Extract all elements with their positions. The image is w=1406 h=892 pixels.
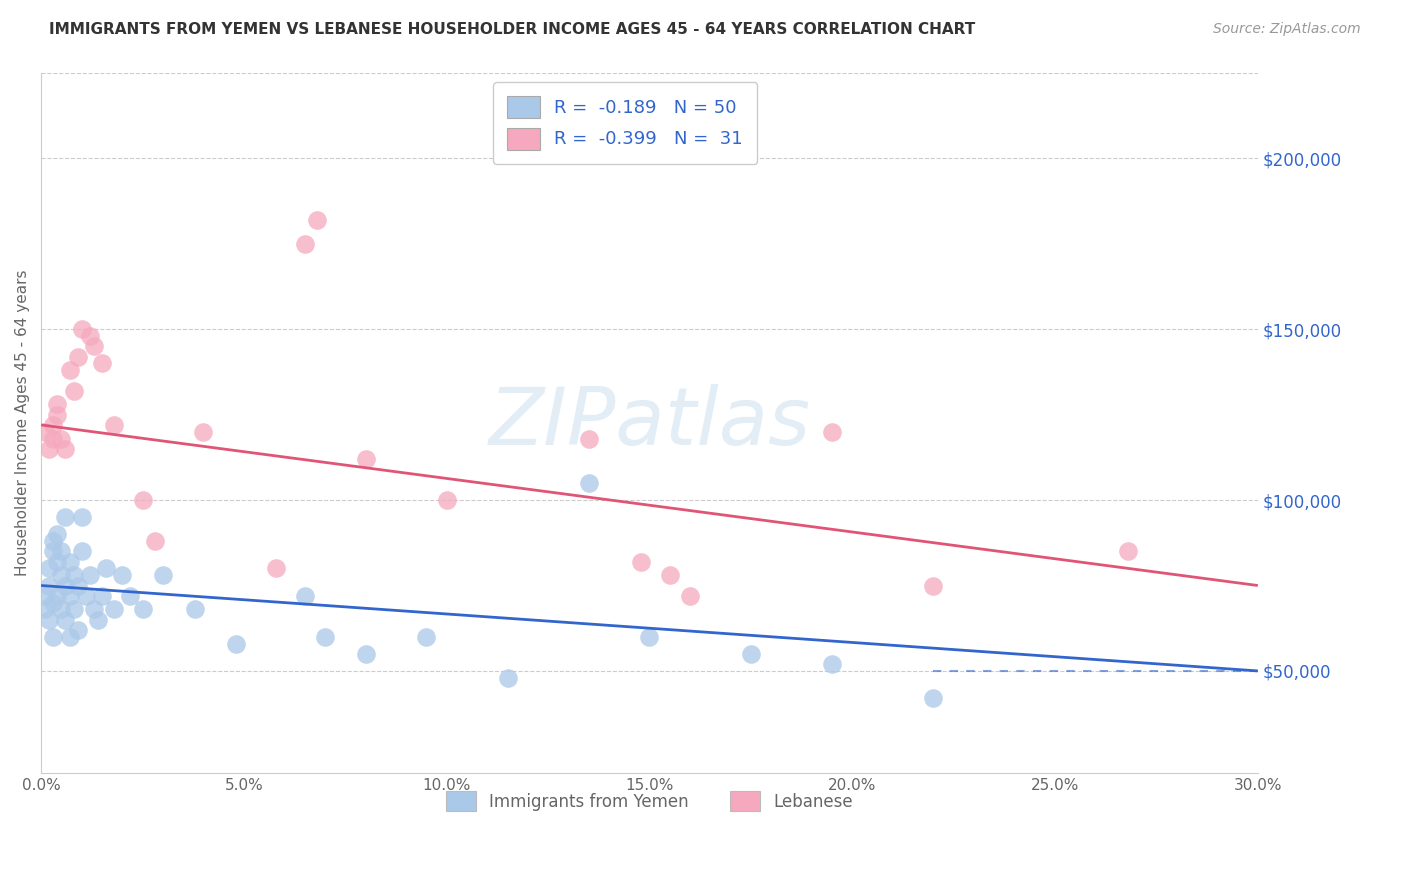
- Point: [225, 637, 247, 651]
- Point: [305, 213, 328, 227]
- Point: [46, 527, 69, 541]
- Point: [193, 425, 215, 439]
- Point: [38, 578, 60, 592]
- Text: ZIPatlas: ZIPatlas: [488, 384, 810, 462]
- Point: [55, 613, 77, 627]
- Point: [55, 578, 77, 592]
- Point: [51, 568, 73, 582]
- Point: [354, 452, 377, 467]
- Point: [266, 561, 288, 575]
- Point: [294, 589, 316, 603]
- Point: [55, 510, 77, 524]
- Point: [143, 534, 166, 549]
- Point: [578, 432, 600, 446]
- Point: [66, 578, 89, 592]
- Point: [111, 568, 134, 582]
- Point: [75, 589, 97, 603]
- Point: [42, 417, 65, 432]
- Point: [42, 534, 65, 549]
- Point: [51, 602, 73, 616]
- Point: [496, 671, 519, 685]
- Point: [679, 589, 702, 603]
- Point: [415, 630, 437, 644]
- Text: IMMIGRANTS FROM YEMEN VS LEBANESE HOUSEHOLDER INCOME AGES 45 - 64 YEARS CORRELAT: IMMIGRANTS FROM YEMEN VS LEBANESE HOUSEH…: [49, 22, 976, 37]
- Point: [70, 510, 93, 524]
- Point: [103, 602, 125, 616]
- Point: [91, 589, 114, 603]
- Point: [38, 561, 60, 575]
- Point: [58, 363, 80, 377]
- Point: [103, 417, 125, 432]
- Point: [46, 589, 69, 603]
- Point: [58, 589, 80, 603]
- Y-axis label: Householder Income Ages 45 - 64 years: Householder Income Ages 45 - 64 years: [15, 270, 30, 576]
- Point: [821, 657, 844, 671]
- Point: [638, 630, 661, 644]
- Point: [152, 568, 174, 582]
- Point: [922, 578, 945, 592]
- Point: [79, 329, 101, 343]
- Point: [62, 384, 84, 398]
- Point: [630, 555, 652, 569]
- Point: [51, 432, 73, 446]
- Point: [42, 544, 65, 558]
- Text: Source: ZipAtlas.com: Source: ZipAtlas.com: [1213, 22, 1361, 37]
- Legend: Immigrants from Yemen, Lebanese: Immigrants from Yemen, Lebanese: [432, 778, 866, 824]
- Point: [922, 691, 945, 706]
- Point: [314, 630, 336, 644]
- Point: [578, 475, 600, 490]
- Point: [38, 442, 60, 456]
- Point: [821, 425, 844, 439]
- Point: [46, 397, 69, 411]
- Point: [658, 568, 681, 582]
- Point: [436, 493, 458, 508]
- Point: [91, 356, 114, 370]
- Point: [66, 623, 89, 637]
- Point: [58, 630, 80, 644]
- Point: [62, 602, 84, 616]
- Point: [184, 602, 207, 616]
- Point: [131, 493, 153, 508]
- Point: [131, 602, 153, 616]
- Point: [42, 596, 65, 610]
- Point: [1116, 544, 1139, 558]
- Point: [51, 544, 73, 558]
- Point: [83, 602, 105, 616]
- Point: [58, 555, 80, 569]
- Point: [94, 561, 117, 575]
- Point: [294, 236, 316, 251]
- Point: [83, 339, 105, 353]
- Point: [34, 602, 56, 616]
- Point: [740, 647, 762, 661]
- Point: [34, 589, 56, 603]
- Point: [87, 613, 110, 627]
- Point: [38, 613, 60, 627]
- Point: [34, 425, 56, 439]
- Point: [354, 647, 377, 661]
- Point: [70, 544, 93, 558]
- Point: [66, 350, 89, 364]
- Point: [42, 432, 65, 446]
- Point: [62, 568, 84, 582]
- Point: [46, 408, 69, 422]
- Point: [42, 630, 65, 644]
- Point: [79, 568, 101, 582]
- Point: [120, 589, 142, 603]
- Point: [46, 555, 69, 569]
- Point: [55, 442, 77, 456]
- Point: [70, 322, 93, 336]
